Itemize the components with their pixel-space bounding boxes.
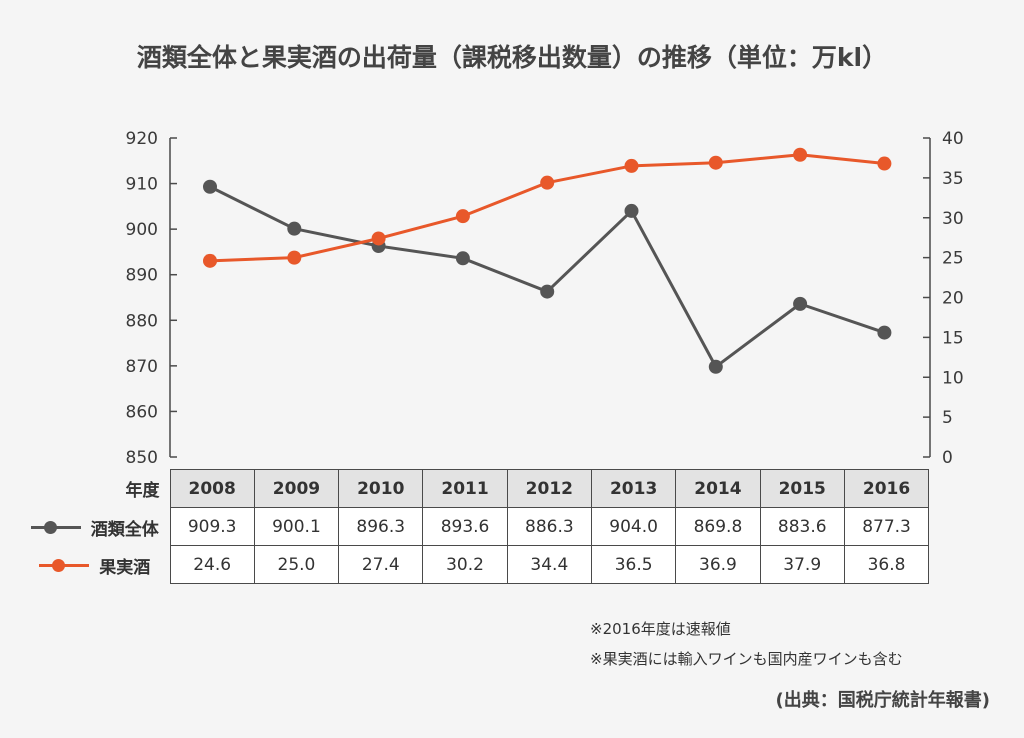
legend-fruit-label: 果実酒 — [99, 557, 151, 578]
data-point-fruit — [540, 175, 555, 190]
table-cell: 34.4 — [506, 545, 592, 584]
year-cell: 2011 — [422, 469, 508, 508]
source-credit: (出典：国税庁統計年報書) — [775, 690, 990, 711]
note-preliminary: ※2016年度は速報値 — [590, 620, 731, 638]
year-cell: 2012 — [506, 469, 592, 508]
right-tick-label: 35 — [942, 169, 964, 189]
year-cell: 2010 — [338, 469, 424, 508]
left-tick-label: 920 — [126, 129, 158, 149]
table-cell: 25.0 — [253, 545, 340, 584]
year-header: 年度 — [125, 481, 160, 501]
left-tick-label: 910 — [126, 175, 158, 195]
right-tick-label: 15 — [942, 328, 964, 348]
legend-total-label: 酒類全体 — [90, 519, 159, 540]
table-cell: 36.9 — [675, 545, 761, 584]
table-cell: 900.1 — [253, 507, 340, 546]
left-tick-label: 900 — [126, 220, 158, 240]
left-tick-label: 890 — [126, 266, 158, 286]
left-tick-label: 860 — [126, 402, 158, 422]
right-tick-label: 25 — [942, 249, 964, 269]
year-cell: 2014 — [675, 469, 761, 508]
legend-fruit: 果実酒 — [0, 546, 170, 584]
data-point-total — [793, 296, 808, 311]
table-cell: 877.3 — [843, 507, 930, 546]
table-cell: 909.3 — [169, 507, 255, 546]
data-point-total — [877, 325, 892, 340]
data-point-total — [287, 221, 302, 236]
left-tick-label: 880 — [126, 311, 158, 331]
table-cell: 883.6 — [759, 507, 845, 546]
table-cell: 24.6 — [169, 545, 255, 584]
table-cell: 27.4 — [338, 545, 424, 584]
data-point-fruit — [287, 250, 302, 265]
year-cell: 2013 — [590, 469, 677, 508]
right-tick-label: 20 — [942, 289, 964, 309]
data-point-total — [455, 251, 470, 266]
right-tick-label: 5 — [942, 408, 953, 428]
data-point-fruit — [624, 158, 639, 173]
right-tick-label: 40 — [942, 129, 964, 149]
legend-total-marker — [30, 520, 81, 534]
data-point-fruit — [455, 209, 470, 224]
table-cell: 896.3 — [338, 507, 424, 546]
right-tick-label: 10 — [942, 368, 964, 388]
series-line-total — [209, 185, 885, 369]
table-cell: 869.8 — [675, 507, 761, 546]
year-cell: 2016 — [843, 469, 930, 508]
year-cell: 2009 — [253, 469, 340, 508]
legend-fruit-marker — [39, 558, 90, 572]
right-tick-label: 0 — [942, 448, 953, 468]
table-cell: 37.9 — [759, 545, 845, 584]
data-point-fruit — [708, 155, 723, 170]
left-tick-label: 850 — [126, 448, 158, 468]
data-table: 年度 2008 2009 2010 2011 2012 2013 2014 20… — [0, 469, 930, 584]
table-cell: 886.3 — [506, 507, 592, 546]
data-point-fruit — [203, 253, 217, 268]
left-tick-label: 870 — [126, 357, 158, 377]
series-line-fruit — [209, 153, 885, 263]
table-cell: 36.8 — [843, 545, 930, 584]
table-cell: 904.0 — [590, 507, 677, 546]
data-point-fruit — [371, 231, 386, 246]
year-row: 年度 2008 2009 2010 2011 2012 2013 2014 20… — [0, 469, 930, 508]
table-cell: 36.5 — [590, 545, 677, 584]
note-wine: ※果実酒には輸入ワインも国内産ワインも含む — [590, 650, 903, 668]
fruit-row: 果実酒 24.6 25.0 27.4 30.2 34.4 36.5 36.9 3… — [0, 545, 930, 584]
data-point-total — [708, 359, 723, 374]
total-row: 酒類全体 909.3 900.1 896.3 893.6 886.3 904.0… — [0, 507, 930, 546]
legend-total: 酒類全体 — [0, 508, 170, 546]
line-chart: 850 860 870 880 890 900 910 920 0 5 10 15 20 25 30 35 40 — [126, 129, 964, 468]
data-point-total — [624, 203, 639, 218]
year-cell: 2015 — [759, 469, 845, 508]
right-tick-label: 30 — [942, 209, 964, 229]
data-point-fruit — [793, 147, 808, 162]
table-cell: 30.2 — [422, 545, 508, 584]
data-point-total — [203, 179, 217, 194]
chart-title: 酒類全体と果実酒の出荷量（課税移出数量）の推移（単位：万kl） — [136, 43, 888, 72]
data-point-fruit — [877, 156, 892, 171]
data-point-total — [540, 284, 555, 299]
table-cell: 893.6 — [422, 507, 508, 546]
year-cell: 2008 — [169, 469, 255, 508]
